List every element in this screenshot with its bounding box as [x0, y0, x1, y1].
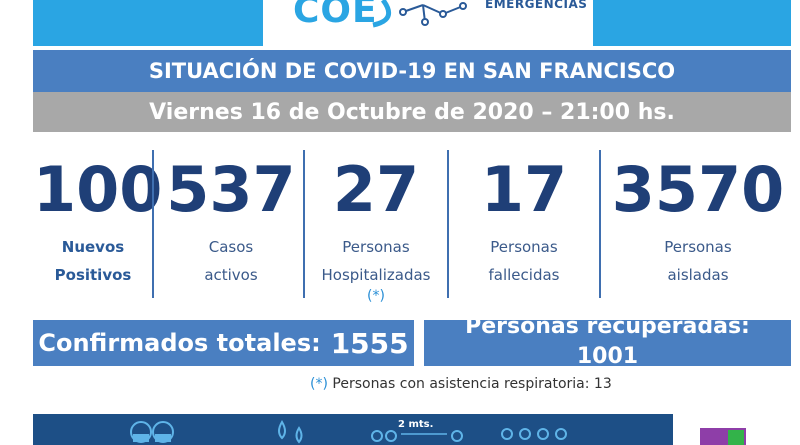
- footnote: (*) Personas con asistencia respiratoria…: [310, 376, 612, 392]
- stat-label: Personas: [664, 238, 732, 256]
- stat-note: (*): [367, 288, 385, 304]
- divider: [303, 150, 305, 298]
- recovered-label: Personas recuperadas:: [465, 320, 750, 339]
- municipal-logo-accent: [728, 430, 744, 445]
- stat-label: fallecidas: [488, 266, 560, 284]
- prevention-strip: 2 mts.: [33, 414, 673, 445]
- stat-value: 17: [480, 153, 568, 226]
- page-title: SITUACIÓN DE COVID-19 EN SAN FRANCISCO: [148, 59, 676, 83]
- divider: [152, 150, 154, 298]
- date-line: Viernes 16 de Octubre de 2020 – 21:00 hs…: [149, 99, 675, 125]
- recovered-total-box: Personas recuperadas: 1001: [424, 320, 791, 366]
- stat-hospitalized: 27 Personas Hospitalizadas (*): [306, 150, 446, 306]
- stat-value: 100: [33, 153, 163, 226]
- stat-new-positives: 100 Nuevos Positivos: [33, 150, 163, 286]
- stat-value: 3570: [611, 153, 785, 226]
- logo: COE EMERGENCIAS: [263, 0, 593, 46]
- title-bar: SITUACIÓN DE COVID-19 EN SAN FRANCISCO: [33, 50, 791, 92]
- divider: [599, 150, 601, 298]
- droplets-icon: [278, 420, 303, 444]
- date-bar: Viernes 16 de Octubre de 2020 – 21:00 hs…: [33, 92, 791, 132]
- stat-label: Nuevos: [61, 238, 125, 256]
- stat-label: aisladas: [667, 266, 729, 284]
- divider: [447, 150, 449, 298]
- confirmed-label: Confirmados totales:: [38, 329, 321, 357]
- stat-value: 27: [332, 153, 420, 226]
- top-banner: COE EMERGENCIAS: [33, 0, 791, 46]
- stat-label: Personas: [490, 238, 558, 256]
- logo-text: COE: [293, 0, 378, 31]
- stat-label: Positivos: [54, 266, 132, 284]
- confirmed-total-box: Confirmados totales: 1555: [33, 320, 414, 366]
- distance-label: 2 mts.: [398, 419, 434, 430]
- stat-label: Hospitalizadas: [321, 266, 431, 284]
- stat-label: activos: [204, 266, 258, 284]
- stat-label: Casos: [208, 238, 254, 256]
- footnote-mark: (*): [310, 376, 328, 392]
- social-distance-icon: [371, 430, 463, 442]
- stat-value: 537: [166, 153, 296, 226]
- stat-isolated: 3570 Personas aisladas: [604, 150, 792, 286]
- stat-deceased: 17 Personas fallecidas: [452, 150, 596, 286]
- footnote-text: Personas con asistencia respiratoria: 13: [332, 376, 612, 392]
- logo-subtext: EMERGENCIAS: [485, 0, 588, 11]
- stat-active-cases: 537 Casos activos: [160, 150, 302, 286]
- recovered-value: 1001: [576, 344, 639, 366]
- network-icon: [372, 0, 467, 28]
- confirmed-value: 1555: [330, 326, 409, 360]
- mask-face-icon: [130, 421, 174, 443]
- stat-label: Personas: [342, 238, 410, 256]
- group-icon: [501, 428, 567, 440]
